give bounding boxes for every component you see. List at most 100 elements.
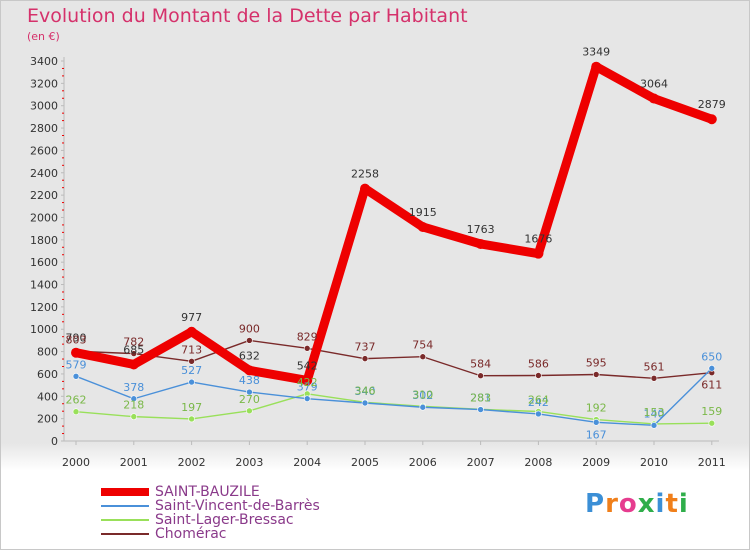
data-label: 264	[528, 393, 549, 406]
data-labels-layer: 790 685 977 632 542 2258 1915 1763 1676 3349 3064 2…	[66, 46, 726, 442]
y-tick-label: 1400	[30, 279, 58, 292]
y-tick-label: 1000	[30, 323, 58, 336]
data-label: 378	[123, 381, 144, 394]
data-label: 586	[528, 358, 549, 371]
logo-letter: x	[637, 489, 656, 519]
x-tick-label: 2005	[351, 456, 379, 469]
logo-letter: r	[605, 489, 619, 519]
data-point	[303, 395, 311, 402]
data-label: 242	[528, 396, 549, 409]
data-label: 167	[586, 428, 607, 441]
legend-item: Saint-Vincent-de-Barrès	[101, 499, 320, 513]
data-label: 270	[239, 393, 260, 406]
data-label: 2879	[698, 98, 726, 111]
data-label: 281	[470, 392, 491, 405]
data-point	[128, 359, 139, 370]
data-point	[130, 395, 138, 403]
logo-letter: t	[665, 489, 679, 519]
series-line-1	[75, 367, 713, 427]
data-point	[535, 410, 542, 418]
data-point	[477, 406, 484, 413]
data-label: 561	[644, 360, 665, 373]
data-point	[246, 388, 253, 396]
data-label: 977	[181, 311, 202, 324]
data-point	[188, 378, 195, 386]
data-label: 346	[355, 384, 376, 397]
x-tick-label: 2011	[698, 456, 726, 469]
data-label: 611	[701, 379, 722, 392]
y-tick-label: 3400	[30, 55, 58, 68]
data-point	[246, 407, 253, 415]
legend-label: Saint-Lager-Bressac	[155, 512, 294, 528]
legend-swatch	[101, 519, 149, 521]
legend-label: SAINT-BAUZILE	[155, 484, 260, 500]
data-label: 1676	[524, 233, 552, 246]
data-label: 685	[123, 343, 144, 356]
data-label: 302	[412, 389, 433, 402]
data-point	[533, 248, 544, 259]
data-label: 340	[355, 385, 376, 398]
legend-swatch	[101, 533, 149, 535]
line-chart: 0 200 400 600 800 1000 1200 1400 1600 1800 2000 220…	[30, 46, 726, 469]
series-line-2	[75, 393, 713, 425]
data-point	[650, 422, 658, 429]
data-label: 790	[66, 332, 87, 345]
data-label: 650	[701, 350, 722, 363]
data-label: 153	[644, 406, 665, 419]
data-point	[649, 93, 659, 104]
y-tick-label: 3000	[30, 100, 58, 113]
series-line-0	[71, 62, 717, 385]
data-label: 140	[644, 407, 665, 420]
data-point	[246, 337, 253, 344]
y-tick-label: 1200	[30, 301, 58, 314]
y-tick-label: 3200	[30, 77, 58, 90]
data-point	[592, 371, 600, 378]
data-point	[475, 238, 486, 249]
data-point	[361, 355, 369, 362]
data-label: 192	[586, 402, 607, 415]
data-point	[130, 350, 138, 357]
data-point	[477, 372, 484, 380]
data-label: 262	[66, 394, 87, 407]
data-label: 737	[355, 341, 376, 354]
data-label: 900	[239, 322, 260, 335]
data-label: 584	[470, 358, 491, 371]
chart-axes: 0 200 400 600 800 1000 1200 1400 1600 1800 2000 220…	[30, 55, 726, 469]
data-label: 829	[297, 330, 318, 343]
x-tick-label: 2010	[640, 456, 668, 469]
x-tick-label: 2006	[409, 456, 437, 469]
data-point	[71, 347, 81, 358]
data-label: 422	[297, 376, 318, 389]
data-point	[708, 419, 716, 427]
data-label: 579	[66, 358, 87, 371]
data-label: 542	[297, 359, 318, 372]
data-label: 527	[181, 364, 202, 377]
x-tick-label: 2001	[120, 456, 148, 469]
data-label: 159	[701, 405, 722, 418]
data-label: 438	[239, 374, 260, 387]
data-point	[419, 353, 427, 361]
legend-label: Saint-Vincent-de-Barrès	[155, 498, 320, 514]
logo-letter: i	[655, 489, 666, 519]
data-point	[361, 399, 369, 407]
data-label: 218	[123, 399, 144, 412]
data-point	[72, 372, 80, 380]
series-line-3	[75, 339, 713, 379]
x-tick-label: 2007	[467, 456, 495, 469]
logo-letter: i	[678, 489, 689, 519]
chart-legend: SAINT-BAUZILE Saint-Vincent-de-Barrès Sain…	[101, 485, 320, 541]
legend-item: SAINT-BAUZILE	[101, 485, 320, 499]
data-point	[244, 365, 255, 376]
data-label: 1763	[467, 223, 495, 236]
data-label: 754	[412, 339, 433, 352]
data-label: 632	[239, 349, 260, 362]
data-label: 283	[470, 391, 491, 404]
data-label: 3349	[582, 46, 610, 59]
y-tick-label: 400	[37, 390, 58, 403]
data-point	[130, 413, 138, 420]
data-point	[706, 114, 717, 125]
data-label: 595	[586, 357, 607, 370]
data-point	[188, 415, 195, 423]
y-tick-label: 0	[51, 435, 58, 448]
